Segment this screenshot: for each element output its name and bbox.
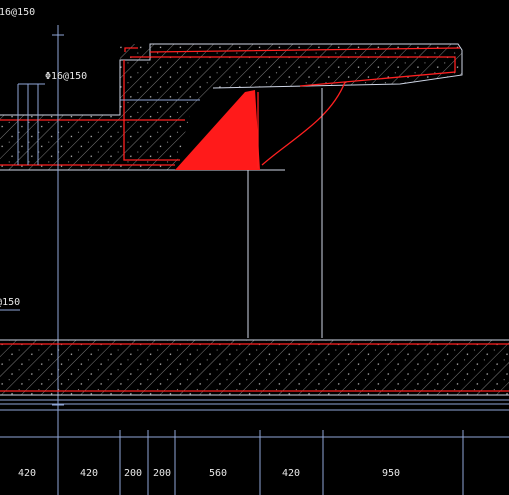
dimension-label: 950 bbox=[382, 468, 400, 479]
dimension-label: 420 bbox=[282, 468, 300, 479]
rebar-label: Φ16@150 bbox=[0, 297, 20, 308]
dimension-ticks bbox=[57, 430, 464, 495]
dimension-label: 560 bbox=[209, 468, 227, 479]
dimension-label: 420 bbox=[18, 468, 36, 479]
upper-slab-fill bbox=[0, 44, 462, 170]
rebar-label: Φ16@150 bbox=[0, 7, 35, 18]
dimension-label: 420 bbox=[80, 468, 98, 479]
upper-slab-outline bbox=[0, 43, 463, 116]
rebar-label: Φ16@150 bbox=[45, 71, 87, 82]
rebar-ticks bbox=[17, 83, 200, 165]
foundation-lines bbox=[0, 399, 509, 411]
scribble-stroke bbox=[257, 81, 346, 168]
dimension-label: 200 bbox=[153, 468, 171, 479]
rebar-upper bbox=[0, 47, 461, 166]
lower-slab-fill bbox=[0, 340, 509, 395]
dimension-label: 200 bbox=[124, 468, 142, 479]
scribble-fill bbox=[175, 90, 260, 170]
